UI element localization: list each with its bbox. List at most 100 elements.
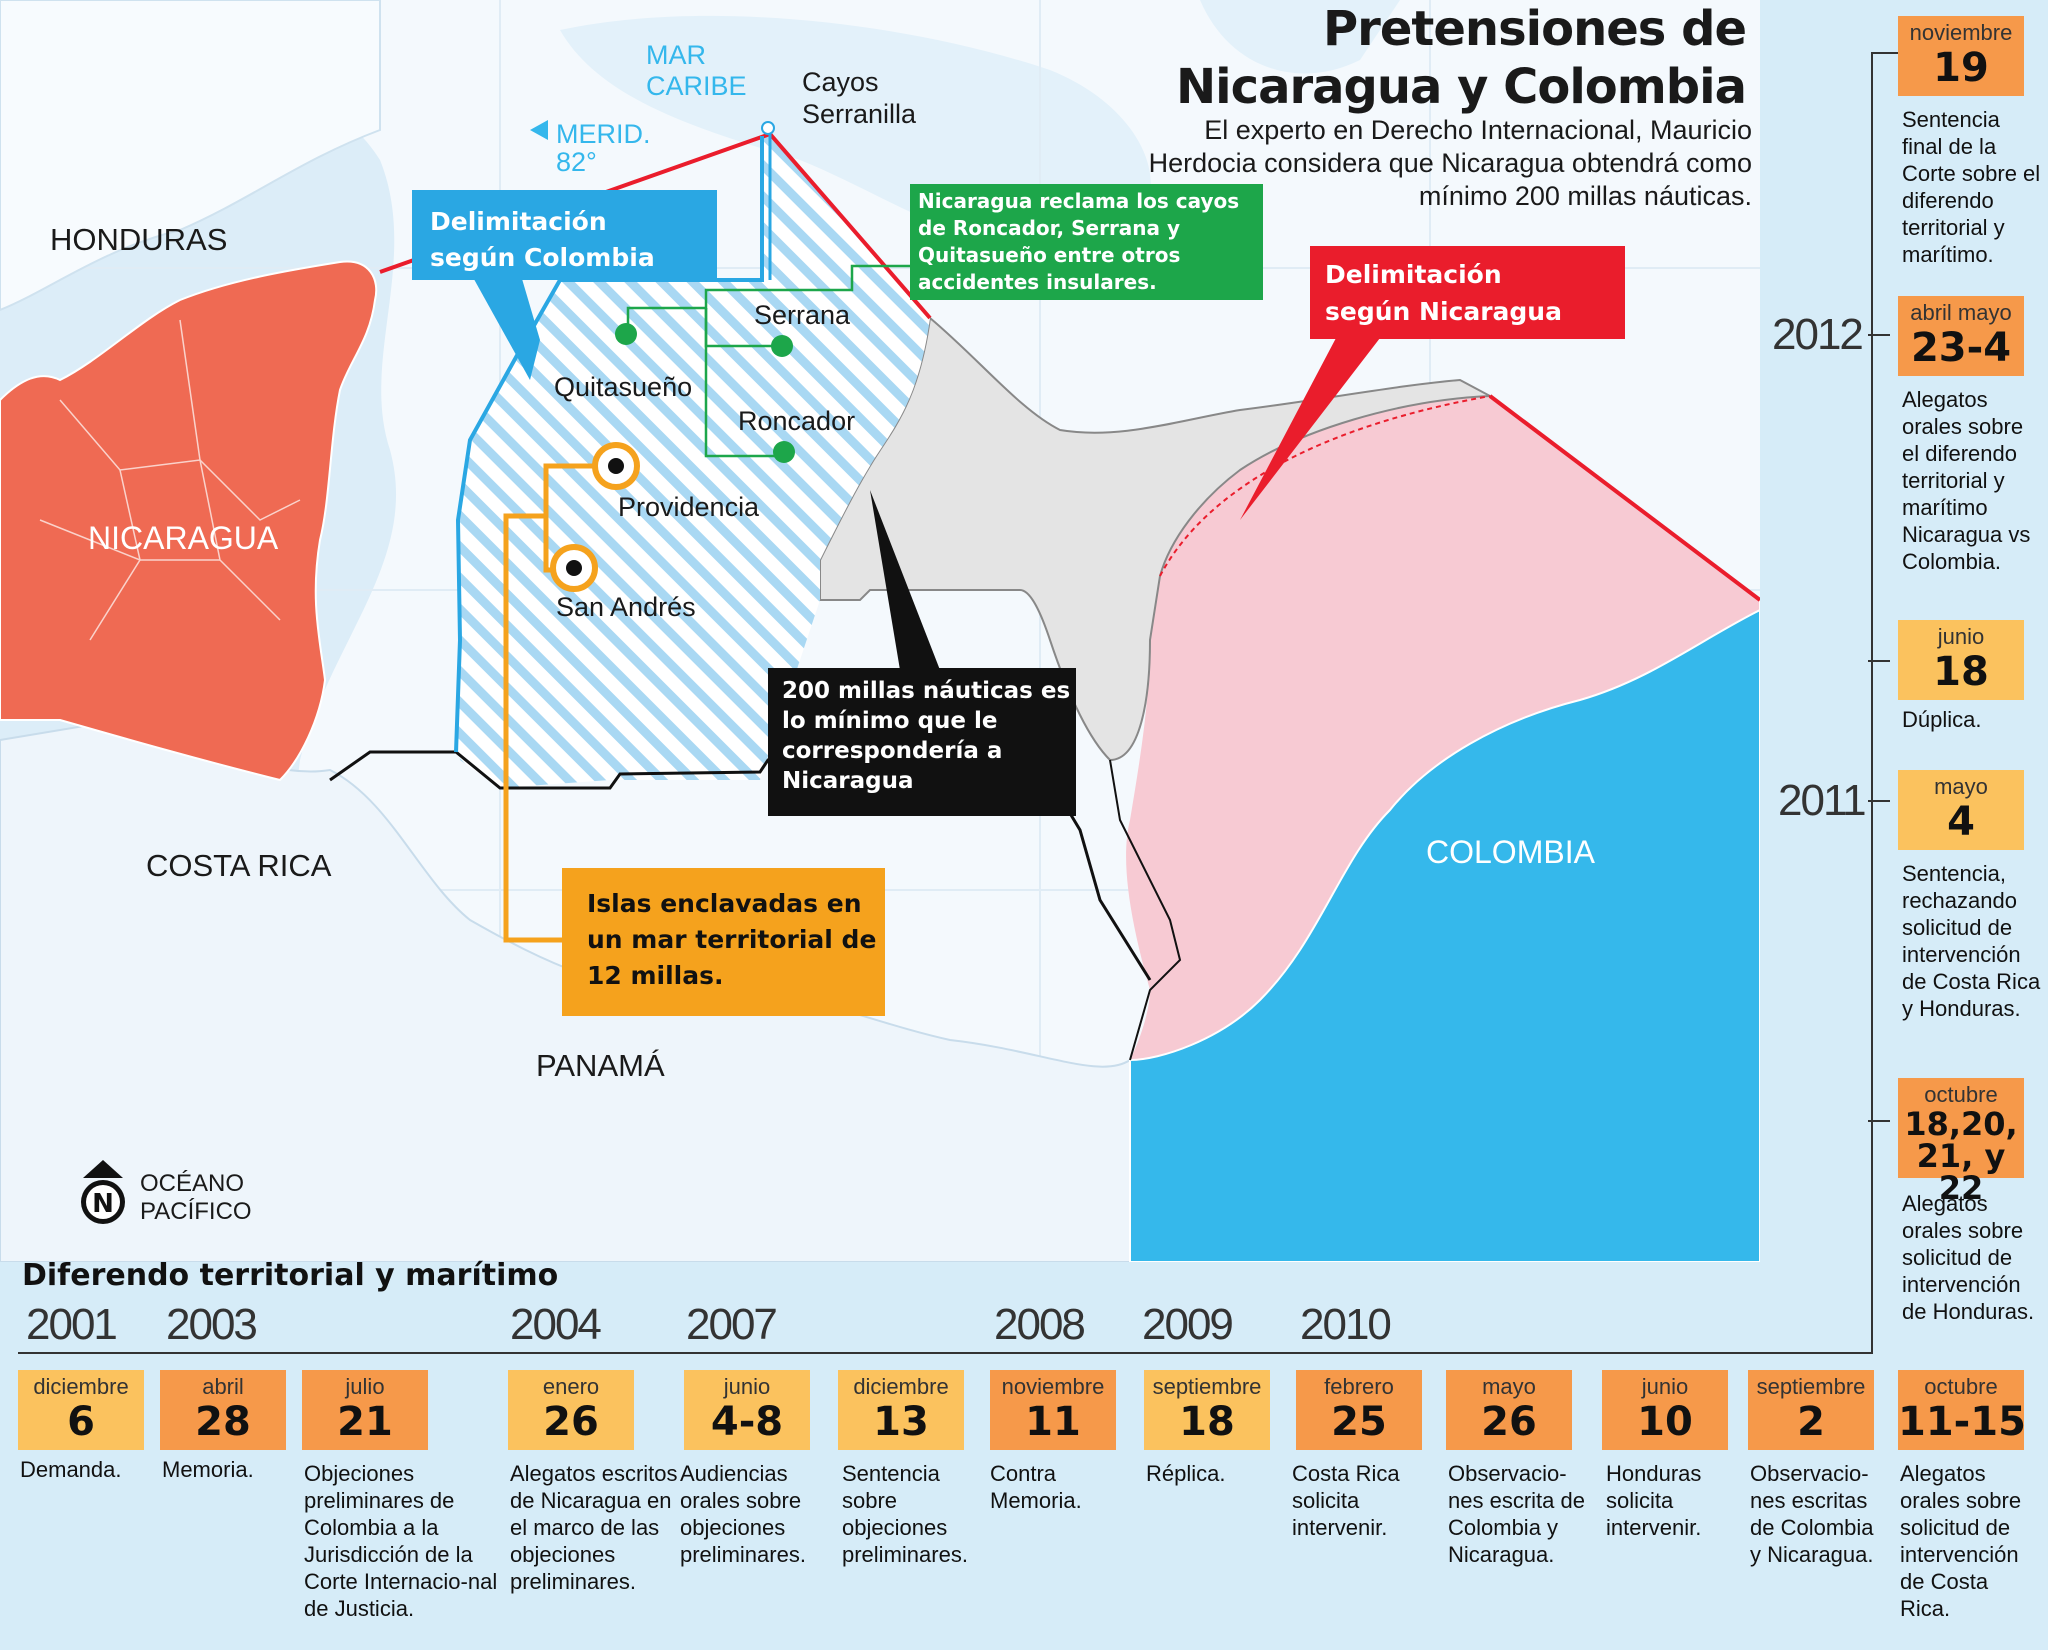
providencia-dot bbox=[608, 458, 624, 474]
tick bbox=[1868, 334, 1890, 336]
roncador-marker bbox=[773, 441, 795, 463]
panama-label: PANAMÁ bbox=[536, 1048, 665, 1083]
event-month: abril mayo bbox=[1910, 300, 2012, 325]
meridian-line-1: MERID. bbox=[556, 119, 651, 149]
event-day: 10 bbox=[1637, 1399, 1693, 1445]
event-date: noviembre 11 bbox=[990, 1370, 1116, 1450]
tick bbox=[1871, 52, 1901, 54]
event-date: julio 21 bbox=[302, 1370, 428, 1450]
event-day: 25 bbox=[1331, 1399, 1387, 1445]
cayos-line-2: Serranilla bbox=[802, 99, 917, 129]
meridian-line-2: 82° bbox=[556, 147, 597, 177]
colombia-callout-line-1: Delimitación bbox=[430, 207, 607, 236]
mar-caribe-label: MAR CARIBE bbox=[646, 40, 747, 102]
cayos-serranilla-label: Cayos Serranilla bbox=[802, 66, 916, 130]
san-andres-dot bbox=[566, 560, 582, 576]
colombia-label: COLOMBIA bbox=[1426, 834, 1595, 870]
event-desc: Contra Memoria. bbox=[990, 1461, 1082, 1513]
event-desc: Sentencia sobre objeciones preliminares. bbox=[842, 1461, 968, 1567]
event-month: septiembre bbox=[1756, 1374, 1866, 1399]
event-date: septiembre 18 bbox=[1144, 1370, 1270, 1450]
mar-caribe-line-1: MAR bbox=[646, 40, 706, 70]
event-day: 23-4 bbox=[1910, 325, 2012, 371]
svg-text:N: N bbox=[92, 1189, 114, 1219]
event-date: mayo 26 bbox=[1446, 1370, 1572, 1450]
subtitle: El experto en Derecho Internacional, Mau… bbox=[1148, 115, 1752, 211]
millas-callout-pointer bbox=[870, 490, 940, 670]
event-month: septiembre bbox=[1152, 1374, 1262, 1399]
cays-markers bbox=[615, 323, 795, 463]
serrana-label: Serrana bbox=[754, 300, 851, 330]
event-day: 11 bbox=[1025, 1399, 1081, 1445]
year-label: 2010 bbox=[1300, 1300, 1392, 1349]
event-desc: Costa Rica solicita intervenir. bbox=[1292, 1461, 1400, 1540]
oceano-line-1: OCÉANO bbox=[140, 1170, 245, 1197]
year-label: 2007 bbox=[686, 1300, 778, 1349]
colombia-delimitation-line bbox=[454, 136, 764, 753]
event-day: 18,20, 21, y 22 bbox=[1904, 1105, 2018, 1207]
event-day: 21 bbox=[337, 1399, 393, 1445]
event-date: diciembre 6 bbox=[18, 1370, 144, 1450]
event-day: 18 bbox=[1179, 1399, 1235, 1445]
honduras-land bbox=[0, 0, 381, 312]
colombia-callout-pointer bbox=[470, 272, 540, 380]
timeline-side-axis bbox=[1871, 52, 1873, 1354]
nicaragua-delimitation-line bbox=[1488, 394, 1760, 602]
serrana-marker bbox=[771, 335, 793, 357]
event-day: 6 bbox=[67, 1399, 95, 1445]
event-date: enero 26 bbox=[508, 1370, 634, 1450]
event-date: abril 28 bbox=[160, 1370, 286, 1450]
event-day: 4-8 bbox=[710, 1399, 784, 1445]
event-date: septiembre 2 bbox=[1748, 1370, 1874, 1450]
event-month: febrero bbox=[1324, 1374, 1394, 1399]
border-line bbox=[1109, 759, 1182, 1061]
event-desc: Memoria. bbox=[162, 1457, 254, 1482]
event-date: junio 4-8 bbox=[684, 1370, 810, 1450]
event-desc: Audiencias orales sobre objeciones preli… bbox=[680, 1461, 806, 1567]
event-date: octubre 18,20, 21, y 22 bbox=[1898, 1078, 2024, 1204]
event-desc: Dúplica. bbox=[1902, 707, 1982, 732]
year-label: 2001 bbox=[26, 1300, 118, 1349]
event-date: junio 18 bbox=[1898, 620, 2024, 700]
event-month: mayo bbox=[1482, 1374, 1536, 1399]
colombia-callout-line-2: según Colombia bbox=[430, 243, 655, 272]
event-date: octubre 11-15 bbox=[1898, 1370, 2026, 1450]
nicaragua-delimitation-callout: Delimitación según Nicaragua bbox=[1310, 246, 1625, 339]
event-day: 26 bbox=[543, 1399, 599, 1445]
year-label: 2012 bbox=[1772, 310, 1864, 359]
disputed-hatched-area bbox=[456, 134, 930, 788]
roncador-label: Roncador bbox=[738, 406, 856, 436]
event-month: noviembre bbox=[1001, 1374, 1105, 1399]
event-month: junio bbox=[1641, 1374, 1689, 1399]
event-month: julio bbox=[345, 1374, 385, 1399]
event-desc: Alegatos escritos de Nicaragua en el mar… bbox=[510, 1461, 678, 1594]
event-desc: Sentencia final de la Corte sobre el dif… bbox=[1902, 107, 2041, 267]
event-day: 13 bbox=[873, 1399, 929, 1445]
event-date: junio 10 bbox=[1602, 1370, 1728, 1450]
meridian-arrow-icon bbox=[530, 120, 548, 140]
event-day: 11-15 bbox=[1898, 1399, 2026, 1445]
honduras-label: HONDURAS bbox=[50, 222, 228, 257]
title-line-2: Nicaragua y Colombia bbox=[1175, 59, 1747, 115]
year-label: 2009 bbox=[1142, 1300, 1234, 1349]
colombia-claim-area bbox=[1126, 396, 1760, 1060]
event-month: mayo bbox=[1934, 774, 1988, 799]
page-title: Pretensiones de Nicaragua y Colombia bbox=[1175, 0, 1747, 116]
tick bbox=[1868, 800, 1890, 802]
title-line-1: Pretensiones de bbox=[1323, 1, 1747, 57]
event-month: junio bbox=[723, 1374, 771, 1399]
event-month: diciembre bbox=[33, 1374, 129, 1399]
event-month: noviembre bbox=[1909, 20, 2013, 45]
colombia-land bbox=[1129, 600, 1760, 1262]
north-compass: N bbox=[78, 1160, 128, 1231]
event-desc: Réplica. bbox=[1146, 1461, 1226, 1486]
year-label: 2011 bbox=[1778, 776, 1867, 825]
event-desc: Observacio-nes escrita de Colombia y Nic… bbox=[1448, 1461, 1585, 1567]
meridian-label: MERID. 82° bbox=[556, 120, 651, 176]
event-month: diciembre bbox=[853, 1374, 949, 1399]
event-day: 4 bbox=[1947, 799, 1975, 845]
event-day: 18 bbox=[1933, 649, 1989, 695]
event-date: diciembre 13 bbox=[838, 1370, 964, 1450]
event-day: 28 bbox=[195, 1399, 251, 1445]
